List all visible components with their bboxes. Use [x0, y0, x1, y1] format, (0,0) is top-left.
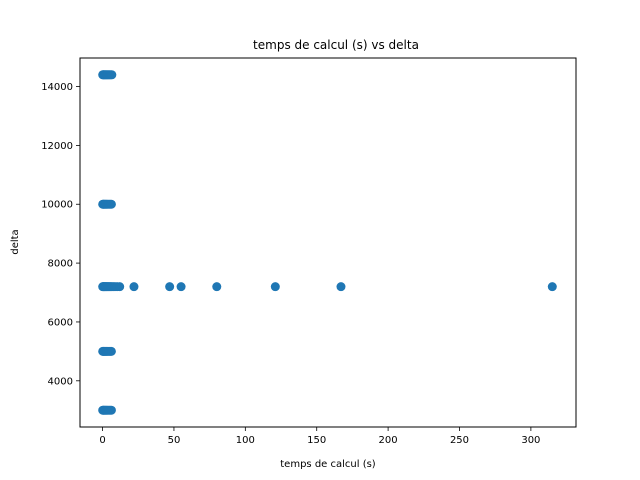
y-tick-label: 10000: [41, 200, 73, 211]
data-point: [106, 199, 116, 209]
x-tick-label: 100: [236, 435, 255, 446]
data-point: [129, 282, 139, 292]
data-point: [106, 405, 116, 415]
data-point: [115, 282, 125, 292]
y-tick-label: 14000: [41, 82, 73, 93]
x-axis-ticks: 0 50 100 150 200 250 300: [99, 427, 540, 446]
x-tick-label: 300: [521, 435, 540, 446]
data-point: [165, 282, 175, 292]
x-tick-label: 200: [379, 435, 398, 446]
y-axis-ticks: 4000 6000 8000 10000 12000 14000: [41, 82, 80, 387]
x-tick-label: 50: [168, 435, 181, 446]
x-tick-label: 0: [99, 435, 105, 446]
data-point: [176, 282, 186, 292]
data-point: [107, 70, 117, 80]
x-tick-label: 150: [307, 435, 326, 446]
plot-frame: [79, 57, 577, 428]
data-point: [270, 282, 280, 292]
y-tick-label: 6000: [48, 317, 73, 328]
data-points: [98, 70, 557, 415]
data-point: [106, 346, 116, 356]
data-point: [212, 282, 222, 292]
y-tick-label: 8000: [48, 259, 73, 270]
x-axis-label: temps de calcul (s): [280, 459, 376, 470]
data-point: [547, 282, 557, 292]
x-tick-label: 250: [450, 435, 469, 446]
y-tick-label: 4000: [48, 376, 73, 387]
y-axis-label: delta: [10, 229, 21, 254]
y-tick-label: 12000: [41, 141, 73, 152]
data-point: [336, 282, 346, 292]
chart-title: temps de calcul (s) vs delta: [253, 38, 419, 52]
